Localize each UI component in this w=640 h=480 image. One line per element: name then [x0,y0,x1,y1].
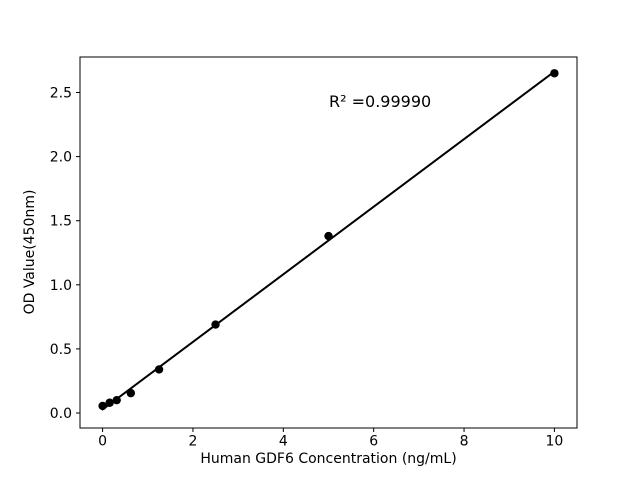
r-squared-annotation: R² =0.99990 [329,92,432,111]
x-tick-label: 0 [98,434,107,450]
y-tick-label: 0.0 [50,406,72,422]
y-tick-label: 1.0 [50,278,72,294]
y-axis-label: OD Value(450nm) [22,189,38,315]
data-point [211,320,220,329]
fit-line [101,70,556,411]
y-tick-label: 1.5 [50,214,72,230]
data-point [324,231,333,241]
y-tick-label: 2.5 [50,86,72,102]
x-tick-label: 6 [369,434,378,450]
y-tick-label: 2.0 [50,150,72,166]
data-point [550,69,559,78]
x-tick-label: 2 [188,434,197,450]
data-point [112,395,121,405]
x-tick-label: 4 [279,434,288,450]
data-point [105,398,114,407]
x-tick-label: 8 [460,434,469,450]
data-point [98,401,107,411]
data-point [154,365,164,374]
data-point [126,388,136,398]
y-tick-label: 0.5 [50,342,72,358]
x-axis-label: Human GDF6 Concentration (ng/mL) [200,451,457,467]
x-tick-label: 10 [545,434,563,450]
plot-border [79,56,578,429]
